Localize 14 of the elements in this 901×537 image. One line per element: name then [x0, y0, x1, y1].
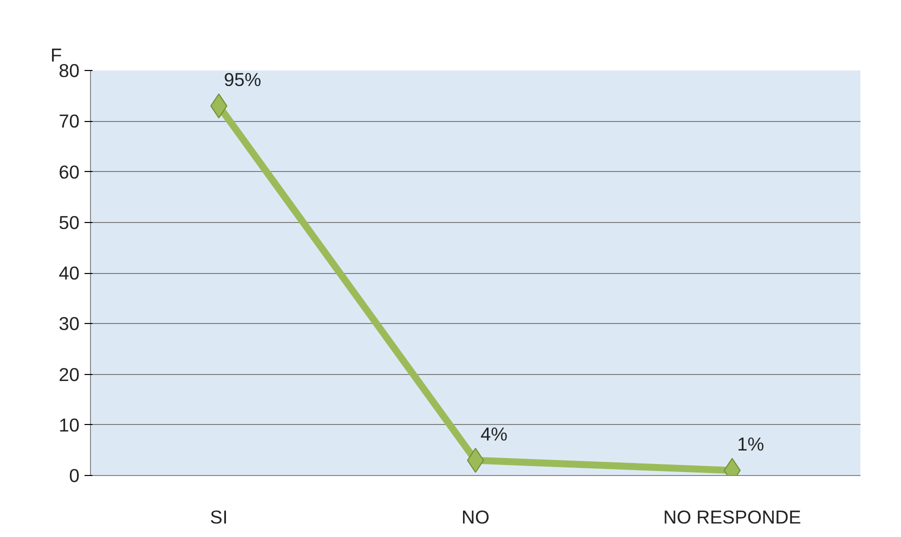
text: 4% [480, 423, 508, 444]
x-tick-label: NO RESPONDE [663, 506, 802, 528]
text: 1% [737, 433, 764, 454]
y-tick-label: 30 [58, 313, 80, 334]
y-tick-label: 10 [58, 414, 80, 436]
y-tick-label: 20 [58, 364, 80, 385]
y-tick-label: 50 [58, 212, 80, 233]
text: 95% [224, 68, 262, 90]
x-tick-label: NO [462, 506, 490, 528]
y-tick-label: 70 [58, 110, 80, 132]
y-tick-label: 0 [69, 465, 80, 486]
y-tick-label: 60 [58, 161, 80, 182]
y-tick-label: 40 [58, 262, 80, 284]
x-tick-label: SI [210, 506, 228, 528]
